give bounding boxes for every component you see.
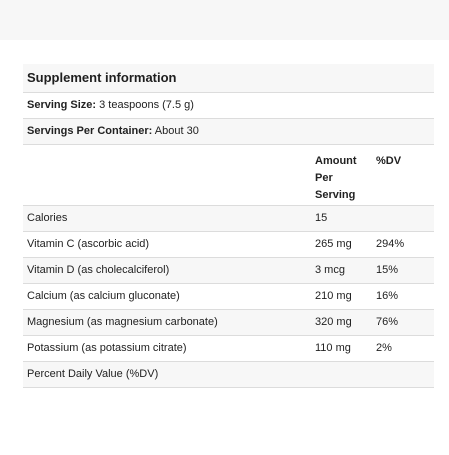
table-row: Vitamin D (as cholecalciferol) 3 mcg 15% <box>23 258 434 284</box>
table-row: Potassium (as potassium citrate) 110 mg … <box>23 336 434 362</box>
amount-per-serving-header: Amount Per Serving <box>315 153 375 204</box>
table-row: Calcium (as calcium gluconate) 210 mg 16… <box>23 284 434 310</box>
table-header-row: Amount Per Serving %DV <box>23 145 434 206</box>
dv-header: %DV <box>376 155 402 167</box>
nutrient-dv: 2% <box>376 342 392 354</box>
table-row: Calories 15 <box>23 206 434 232</box>
nutrient-amount: 265 mg <box>315 238 352 250</box>
amount-header-line2: Per <box>315 172 333 184</box>
nutrient-name: Magnesium (as magnesium carbonate) <box>27 316 218 328</box>
supplement-info-table: Supplement information Serving Size: 3 t… <box>23 64 434 388</box>
nutrient-name: Potassium (as potassium citrate) <box>27 342 187 354</box>
nutrient-amount: 15 <box>315 212 328 224</box>
dv-footnote: Percent Daily Value (%DV) <box>23 362 434 388</box>
servings-per-container-row: Servings Per Container: About 30 <box>23 119 434 145</box>
nutrient-amount: 3 mcg <box>315 264 345 276</box>
nutrient-dv: 76% <box>376 316 399 328</box>
nutrient-name: Calcium (as calcium gluconate) <box>27 290 180 302</box>
nutrient-dv: 15% <box>376 264 399 276</box>
nutrient-name: Calories <box>27 212 68 224</box>
nutrient-amount: 110 mg <box>315 342 351 354</box>
nutrient-name: Vitamin D (as cholecalciferol) <box>27 264 170 276</box>
serving-size-label: Serving Size: <box>27 99 97 111</box>
table-row: Vitamin C (ascorbic acid) 265 mg 294% <box>23 232 434 258</box>
nutrient-amount: 320 mg <box>315 316 352 328</box>
nutrient-name: Vitamin C (ascorbic acid) <box>27 238 150 250</box>
amount-header-line1: Amount <box>315 155 357 167</box>
table-title: Supplement information <box>23 64 434 93</box>
servings-per-container-value: About 30 <box>152 125 199 137</box>
serving-size-value: 3 teaspoons (7.5 g) <box>96 99 194 111</box>
nutrient-dv: 16% <box>376 290 399 302</box>
nutrient-amount: 210 mg <box>315 290 352 302</box>
table-row: Magnesium (as magnesium carbonate) 320 m… <box>23 310 434 336</box>
amount-header-line3: Serving <box>315 189 356 201</box>
nutrient-dv: 294% <box>376 238 405 250</box>
serving-size-row: Serving Size: 3 teaspoons (7.5 g) <box>23 93 434 119</box>
servings-per-container-label: Servings Per Container: <box>27 125 153 137</box>
top-band <box>0 0 449 40</box>
